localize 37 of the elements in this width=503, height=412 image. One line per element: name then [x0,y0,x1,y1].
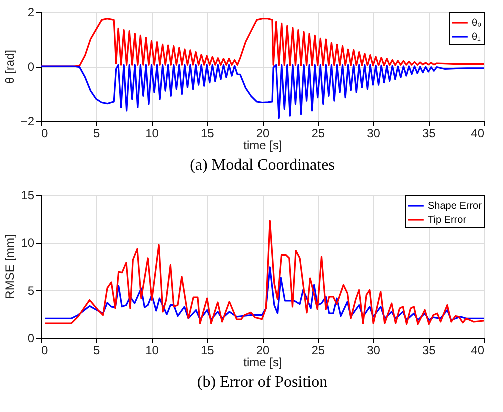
x-tick-label: 0 [42,344,48,358]
x-tick-label: 40 [471,344,485,358]
y-tick-label: 2 [28,6,35,20]
x-axis-title: time [s] [244,356,282,370]
x-tick-label: 35 [422,126,436,140]
x-tick-label: 0 [42,126,48,140]
x-tick-label: 40 [471,126,485,140]
x-tick-label: 10 [146,344,160,358]
y-tick-label: 15 [21,188,35,202]
x-tick-label: 20 [256,344,270,358]
y-axis-title: θ [rad] [2,50,17,84]
x-tick-label: 10 [146,126,160,140]
legend-label: Shape Error [428,201,483,212]
x-axis-title: time [s] [244,138,282,152]
x-tick-label: 15 [200,126,215,140]
text: (a) Modal Coordinates [190,157,335,174]
line-series [41,64,484,120]
legend-label: θ₁ [472,32,482,43]
x-tick-label: 30 [367,344,381,358]
text: (b) Error of Position [197,374,328,391]
y-tick-label: 0 [28,332,35,346]
legend-label: θ₀ [472,18,482,29]
x-tick-label: 5 [94,344,101,358]
y-tick-label: 5 [28,284,35,298]
x-tick-label: 5 [94,126,101,140]
x-tick-label: 20 [256,126,270,140]
x-tick-label: 15 [200,344,215,358]
x-tick-label: 35 [422,344,436,358]
y-tick-label: −2 [20,114,35,128]
legend-label: Tip Error [428,215,468,226]
x-tick-label: 25 [312,126,326,140]
y-tick-label: 0 [28,60,35,74]
line-series [44,266,484,322]
x-tick-label: 30 [367,126,381,140]
y-axis-title: RMSE [mm] [3,234,18,300]
x-tick-label: 25 [312,344,326,358]
y-tick-label: 10 [21,236,35,250]
